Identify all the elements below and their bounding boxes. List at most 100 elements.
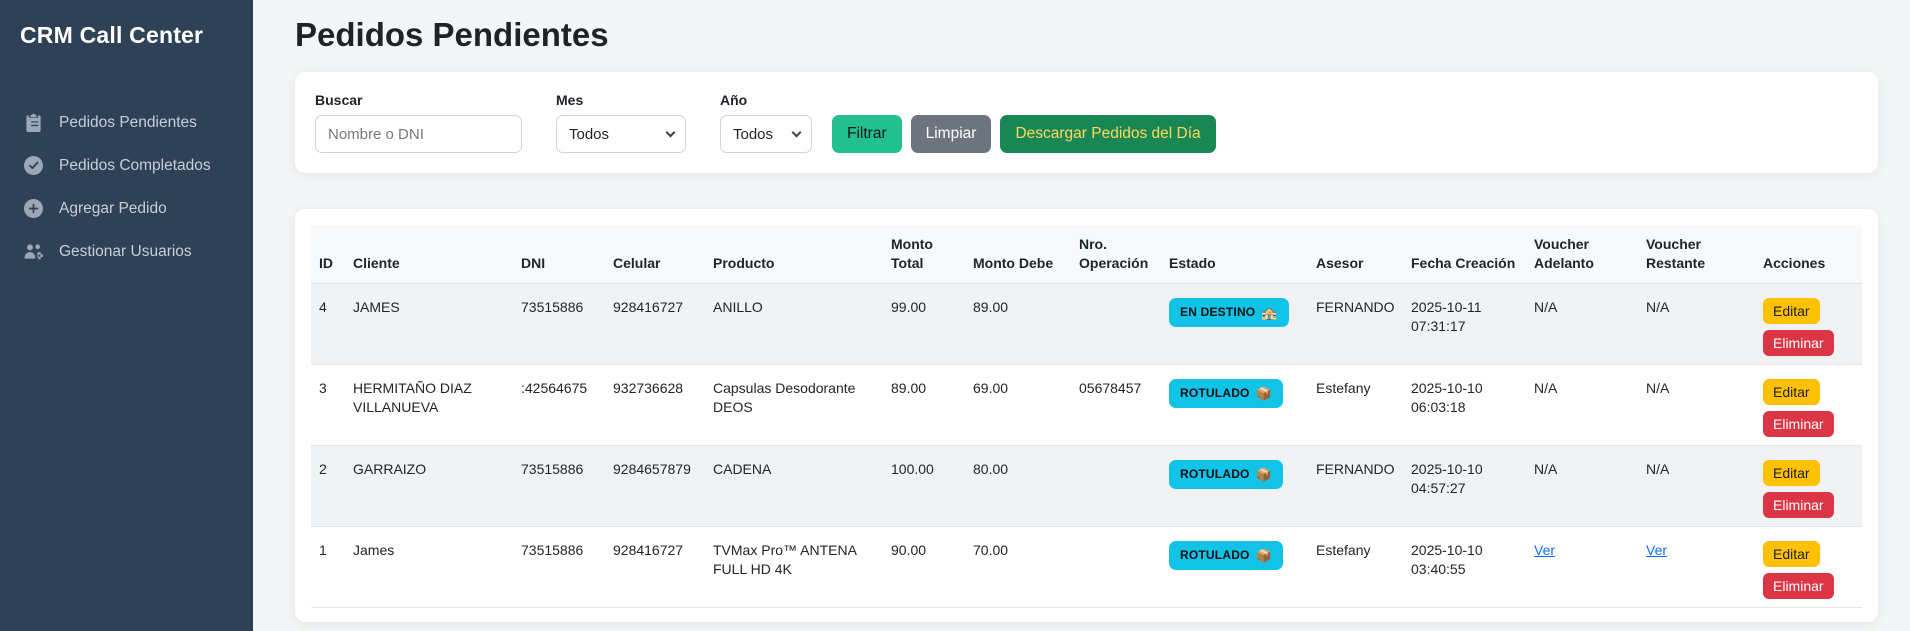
edit-button[interactable]: Editar (1763, 540, 1820, 567)
voucher-restante-cell: N/A (1638, 283, 1755, 365)
acciones-cell: Editar Eliminar (1755, 445, 1862, 527)
producto-cell: TVMax Pro™ ANTENA FULL HD 4K (705, 526, 883, 608)
month-label: Mes (556, 92, 584, 108)
page-title: Pedidos Pendientes (295, 16, 609, 53)
year-select[interactable]: Todos (720, 115, 812, 153)
sidebar-item-agregar-pedido[interactable]: Agregar Pedido (0, 187, 253, 230)
filter-buttons: Filtrar Limpiar Descargar Pedidos del Dí… (832, 115, 1216, 153)
monto-debe-cell: 89.00 (965, 283, 1071, 365)
delete-button[interactable]: Eliminar (1763, 329, 1834, 356)
estado-cell: EN DESTINO 🏤 (1161, 283, 1308, 365)
edit-button[interactable]: Editar (1763, 459, 1820, 486)
col-voucher-adelanto: Voucher Adelanto (1526, 225, 1638, 284)
col-producto: Producto (705, 225, 883, 284)
sidebar-item-label: Pedidos Completados (59, 156, 211, 174)
voucher-restante-cell: N/A (1638, 364, 1755, 446)
cliente-cell: James (345, 526, 513, 608)
asesor-cell: Estefany (1308, 364, 1403, 446)
voucher-link[interactable]: Ver (1534, 541, 1556, 558)
building-icon: 🏤 (1261, 304, 1278, 320)
table-body: 4 JAMES 73515886 928416727 ANILLO 99.00 89.00 E… (311, 283, 1862, 608)
delete-button[interactable]: Eliminar (1763, 491, 1834, 518)
status-badge: ROTULADO 📦 (1169, 459, 1283, 489)
clear-button[interactable]: Limpiar (910, 115, 992, 153)
acciones-cell: Editar Eliminar (1755, 283, 1862, 365)
col-monto-debe: Monto Debe (965, 225, 1071, 284)
monto-debe-cell: 80.00 (965, 445, 1071, 527)
producto-cell: Capsulas Desodorante DEOS (705, 364, 883, 446)
producto-cell: CADENA (705, 445, 883, 527)
celular-cell: 932736628 (605, 364, 705, 446)
col-monto-total: Monto Total (883, 225, 965, 284)
users-gear-icon (24, 242, 43, 261)
col-celular: Celular (605, 225, 705, 284)
filter-button[interactable]: Filtrar (832, 115, 902, 153)
col-estado: Estado (1161, 225, 1308, 284)
voucher-restante-cell: N/A (1638, 445, 1755, 527)
monto-debe-cell: 70.00 (965, 526, 1071, 608)
monto-debe-cell: 69.00 (965, 364, 1071, 446)
sidebar-item-pedidos-pendientes[interactable]: Pedidos Pendientes (0, 101, 253, 144)
col-voucher-restante: Voucher Restante (1638, 225, 1755, 284)
monto-total-cell: 89.00 (883, 364, 965, 446)
id-cell: 4 (311, 283, 345, 365)
col-acciones: Acciones (1755, 225, 1862, 284)
status-badge: ROTULADO 📦 (1169, 540, 1283, 570)
col-asesor: Asesor (1308, 225, 1403, 284)
voucher-adelanto-cell: N/A (1526, 283, 1638, 365)
estado-cell: ROTULADO 📦 (1161, 364, 1308, 446)
sidebar-item-gestionar-usuarios[interactable]: Gestionar Usuarios (0, 230, 253, 273)
package-icon: 📦 (1255, 466, 1272, 482)
fecha-creacion-cell: 2025-10-11 07:31:17 (1403, 283, 1526, 365)
sidebar-nav: Pedidos Pendientes Pedidos Completados A… (0, 101, 253, 273)
producto-cell: ANILLO (705, 283, 883, 365)
cliente-cell: GARRAIZO (345, 445, 513, 527)
id-cell: 1 (311, 526, 345, 608)
delete-button[interactable]: Eliminar (1763, 572, 1834, 599)
delete-button[interactable]: Eliminar (1763, 410, 1834, 437)
sidebar-item-pedidos-completados[interactable]: Pedidos Completados (0, 144, 253, 187)
plus-circle-icon (24, 199, 43, 218)
cliente-cell: HERMITAÑO DIAZ VILLANUEVA (345, 364, 513, 446)
year-label: Año (720, 92, 748, 108)
dni-cell: :42564675 (513, 364, 605, 446)
main-content: Pedidos Pendientes Buscar Mes Todos Año … (253, 0, 1910, 631)
cliente-cell: JAMES (345, 283, 513, 365)
celular-cell: 928416727 (605, 526, 705, 608)
col-cliente: Cliente (345, 225, 513, 284)
dni-cell: 73515886 (513, 445, 605, 527)
voucher-adelanto-cell: N/A (1526, 445, 1638, 527)
table-row: 1 James 73515886 928416727 TVMax Pro™ ANTENA… (311, 526, 1862, 608)
table-row: 3 HERMITAÑO DIAZ VILLANUEVA:42564675 93273… (311, 364, 1862, 446)
voucher-adelanto-cell: N/A (1526, 364, 1638, 446)
check-circle-icon (24, 156, 43, 175)
voucher-link[interactable]: Ver (1646, 541, 1668, 558)
monto-total-cell: 90.00 (883, 526, 965, 608)
sidebar-item-label: Pedidos Pendientes (59, 113, 197, 131)
search-input[interactable] (315, 115, 522, 153)
col-dni: DNI (513, 225, 605, 284)
filter-panel: Buscar Mes Todos Año Todos Filtrar Li (295, 72, 1878, 173)
id-cell: 2 (311, 445, 345, 527)
orders-table-card: ID Cliente DNI Celular Producto Monto To… (295, 209, 1878, 622)
acciones-cell: Editar Eliminar (1755, 526, 1862, 608)
celular-cell: 9284657879 (605, 445, 705, 527)
fecha-creacion-cell: 2025-10-10 03:40:55 (1403, 526, 1526, 608)
fecha-creacion-cell: 2025-10-10 04:57:27 (1403, 445, 1526, 527)
sidebar-item-label: Gestionar Usuarios (59, 242, 192, 260)
download-button[interactable]: Descargar Pedidos del Día (1000, 115, 1216, 153)
clipboard-icon (24, 113, 43, 132)
estado-cell: ROTULADO 📦 (1161, 445, 1308, 527)
month-select[interactable]: Todos (556, 115, 686, 153)
col-fecha-creacion: Fecha Creación (1403, 225, 1526, 284)
search-group: Buscar (315, 92, 522, 153)
sidebar: CRM Call Center Pedidos Pendientes Pedid… (0, 0, 253, 631)
asesor-cell: FERNANDO (1308, 283, 1403, 365)
nro-operacion-cell: 05678457 (1071, 364, 1161, 446)
edit-button[interactable]: Editar (1763, 297, 1820, 324)
row-actions: Editar Eliminar (1763, 378, 1854, 437)
row-actions: Editar Eliminar (1763, 297, 1854, 356)
row-actions: Editar Eliminar (1763, 459, 1854, 518)
edit-button[interactable]: Editar (1763, 378, 1820, 405)
fecha-creacion-cell: 2025-10-10 06:03:18 (1403, 364, 1526, 446)
